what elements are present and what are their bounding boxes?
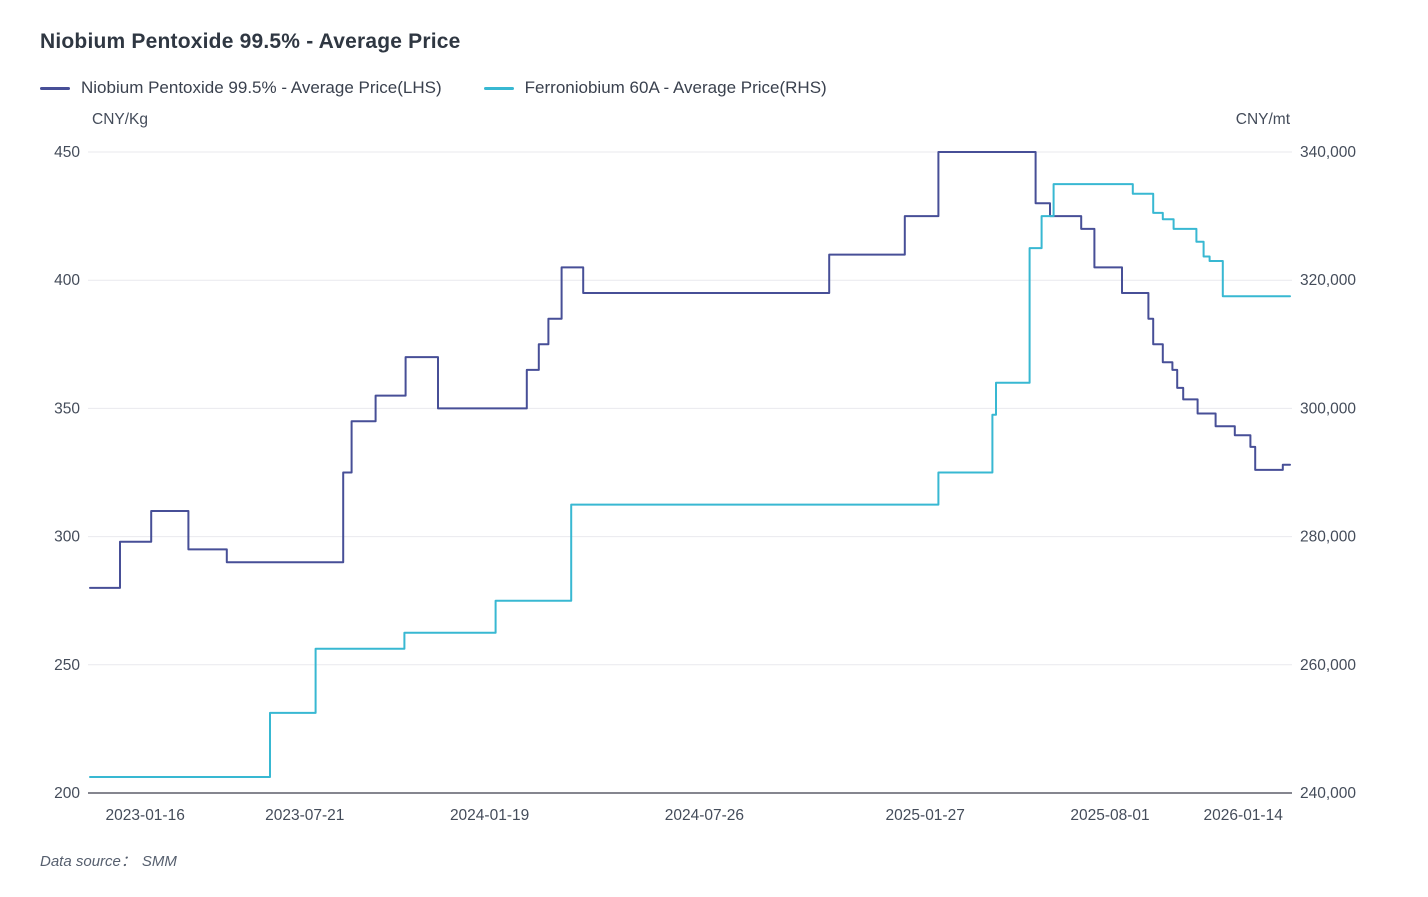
right-axis-tick-label: 340,000 xyxy=(1300,144,1356,161)
x-axis-tick-label: 2026-01-14 xyxy=(1204,807,1284,824)
x-axis-tick-label: 2024-01-19 xyxy=(450,807,529,824)
x-axis-tick-label: 2025-01-27 xyxy=(886,807,965,824)
right-axis-tick-label: 240,000 xyxy=(1300,785,1356,802)
lhs-line-swatch xyxy=(40,86,70,90)
x-axis-tick-label: 2023-07-21 xyxy=(265,807,344,824)
legend: Niobium Pentoxide 99.5% - Average Price(… xyxy=(40,78,827,98)
x-axis-tick-label: 2024-07-26 xyxy=(665,807,744,824)
chart-title: Niobium Pentoxide 99.5% - Average Price xyxy=(40,30,461,53)
left-axis-tick-label: 450 xyxy=(54,144,80,161)
right-axis-tick-label: 300,000 xyxy=(1300,400,1356,417)
legend-label-lhs: Niobium Pentoxide 99.5% - Average Price(… xyxy=(81,78,442,97)
data-source: Data source： SMM xyxy=(40,850,177,871)
right-axis-unit: CNY/mt xyxy=(1235,111,1290,128)
right-axis-tick-label: 280,000 xyxy=(1300,529,1356,546)
data-source-value: SMM xyxy=(141,853,177,870)
series-line-lhs[interactable] xyxy=(89,151,1291,589)
data-source-label: Data source： xyxy=(40,853,136,870)
legend-item-rhs[interactable]: Ferroniobium 60A - Average Price(RHS) xyxy=(483,78,827,98)
x-axis-tick-label: 2025-08-01 xyxy=(1070,807,1149,824)
rhs-line-swatch xyxy=(483,86,514,90)
left-axis-tick-label: 350 xyxy=(54,400,80,417)
right-axis-tick-label: 260,000 xyxy=(1300,657,1356,674)
left-axis-tick-label: 400 xyxy=(54,272,80,289)
series-line-rhs[interactable] xyxy=(89,183,1291,778)
left-axis-tick-label: 250 xyxy=(54,657,80,674)
left-axis-tick-label: 300 xyxy=(54,529,80,546)
left-axis-unit: CNY/Kg xyxy=(92,111,148,128)
right-axis-tick-label: 320,000 xyxy=(1300,272,1356,289)
legend-label-rhs: Ferroniobium 60A - Average Price(RHS) xyxy=(524,78,827,97)
left-axis-tick-label: 200 xyxy=(54,785,80,802)
legend-item-lhs[interactable]: Niobium Pentoxide 99.5% - Average Price(… xyxy=(40,78,442,98)
x-axis-tick-label: 2023-01-16 xyxy=(106,807,185,824)
